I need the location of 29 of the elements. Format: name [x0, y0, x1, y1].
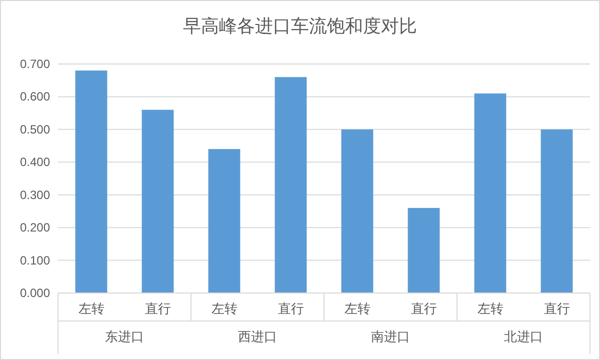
bar: [408, 208, 440, 293]
bar: [75, 70, 108, 293]
x-tick-label: 直行: [144, 301, 171, 316]
bar: [142, 110, 174, 293]
chart-title: 早高峰各进口车流饱和度对比: [183, 16, 417, 36]
x-tick-label: 直行: [544, 301, 570, 316]
x-tick-label: 左转: [477, 301, 504, 316]
y-tick-label: 0.000: [20, 286, 50, 300]
y-tick-label: 0.200: [20, 220, 50, 235]
bar: [540, 129, 573, 293]
bar: [341, 129, 374, 293]
x-tick-label: 左转: [344, 301, 370, 316]
bar: [208, 149, 240, 293]
text: 东进口: [105, 329, 144, 344]
bar: [474, 93, 506, 293]
y-tick-label: 0.400: [20, 155, 50, 170]
text: 西进口: [238, 329, 277, 344]
y-tick-label: 0.700: [20, 57, 50, 71]
text: 南进口: [371, 329, 410, 344]
y-tick-label: 0.100: [20, 253, 50, 268]
y-tick-label: 0.300: [20, 188, 50, 202]
bar: [274, 77, 307, 293]
x-tick-label: 直行: [410, 301, 437, 316]
y-tick-label: 0.600: [20, 90, 50, 104]
x-tick-label: 左转: [211, 301, 238, 316]
x-tick-label: 直行: [278, 301, 304, 316]
text: 北进口: [504, 329, 543, 344]
x-tick-label: 左转: [78, 301, 104, 316]
y-tick-label: 0.500: [20, 122, 50, 136]
